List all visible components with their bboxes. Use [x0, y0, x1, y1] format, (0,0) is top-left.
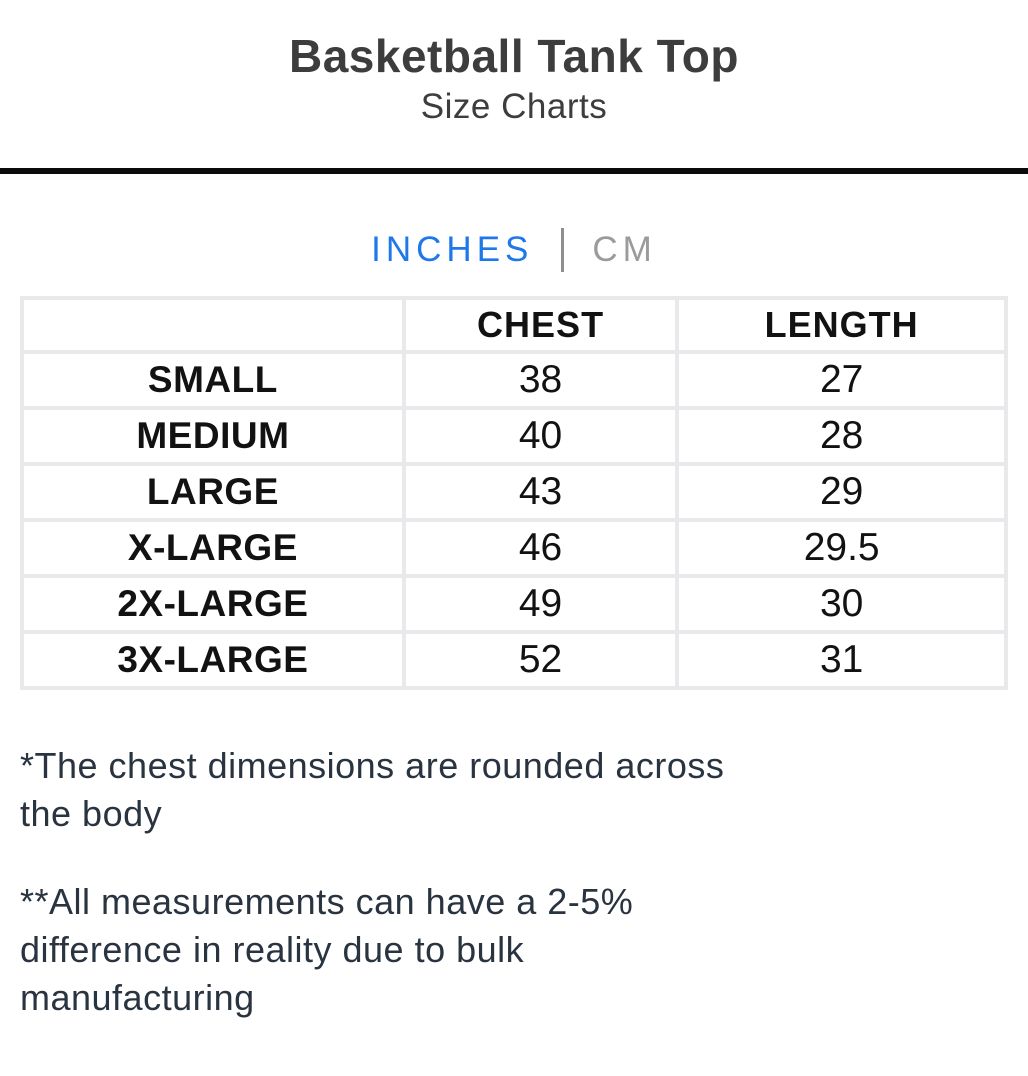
size-label: X-LARGE [20, 518, 406, 578]
note-line: *The chest dimensions are rounded across [20, 745, 725, 786]
page-title: Basketball Tank Top [288, 30, 739, 82]
chest-value: 38 [401, 350, 680, 410]
table-row: 3X-LARGE 52 31 [20, 630, 1008, 690]
chest-value: 52 [401, 630, 680, 690]
length-value: 29.5 [675, 518, 1008, 578]
size-label: SMALL [20, 350, 406, 410]
table-row: SMALL 38 27 [20, 350, 1008, 410]
page-subtitle: Size Charts [420, 87, 608, 126]
col-header-blank [20, 296, 406, 354]
chest-value: 49 [401, 574, 680, 634]
table-row: MEDIUM 40 28 [20, 406, 1008, 466]
length-value: 30 [675, 574, 1008, 634]
note-measurement-tolerance: **All measurements can have a 2-5% diffe… [20, 878, 1008, 1022]
length-value: 28 [675, 406, 1008, 466]
note-line: manufacturing [20, 977, 255, 1018]
tab-inches[interactable]: INCHES [371, 230, 534, 269]
table-row: 2X-LARGE 49 30 [20, 574, 1008, 634]
table-row: LARGE 43 29 [20, 462, 1008, 522]
table-row: X-LARGE 46 29.5 [20, 518, 1008, 578]
size-label: LARGE [20, 462, 406, 522]
size-label: 3X-LARGE [20, 630, 406, 690]
unit-toggle: INCHES CM [0, 228, 1028, 272]
note-line: **All measurements can have a 2-5% [20, 881, 634, 922]
note-line: difference in reality due to bulk [20, 929, 525, 970]
size-table: CHEST LENGTH SMALL 38 27 MEDIUM 40 28 LA… [20, 296, 1008, 690]
chest-value: 40 [401, 406, 680, 466]
col-header-chest: CHEST [401, 296, 680, 354]
note-line: the body [20, 793, 163, 834]
header: Basketball Tank Top Size Charts [0, 0, 1028, 128]
length-value: 27 [675, 350, 1008, 410]
col-header-length: LENGTH [675, 296, 1008, 354]
tab-divider [561, 228, 565, 272]
chest-value: 43 [401, 462, 680, 522]
table-header-row: CHEST LENGTH [20, 296, 1008, 354]
size-label: 2X-LARGE [20, 574, 406, 634]
chest-value: 46 [401, 518, 680, 578]
size-label: MEDIUM [20, 406, 406, 466]
tab-cm[interactable]: CM [592, 230, 657, 269]
length-value: 31 [675, 630, 1008, 690]
footnotes: *The chest dimensions are rounded across… [20, 742, 1008, 1022]
length-value: 29 [675, 462, 1008, 522]
divider-rule [0, 168, 1028, 174]
note-chest-rounding: *The chest dimensions are rounded across… [20, 742, 1008, 838]
